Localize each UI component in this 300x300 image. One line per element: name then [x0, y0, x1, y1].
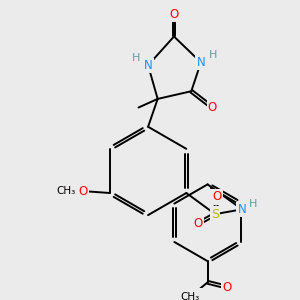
Text: O: O [169, 8, 178, 21]
Text: O: O [78, 184, 88, 198]
Text: N: N [238, 203, 246, 216]
Text: N: N [196, 56, 205, 69]
Text: H: H [209, 50, 218, 60]
Text: O: O [193, 217, 203, 230]
Text: O: O [208, 101, 217, 114]
Text: N: N [144, 59, 152, 72]
Text: O: O [212, 190, 222, 203]
Text: S: S [211, 208, 219, 220]
Text: CH₃: CH₃ [56, 186, 75, 196]
Text: O: O [222, 280, 231, 294]
Text: CH₃: CH₃ [181, 292, 200, 300]
Text: H: H [249, 199, 258, 208]
Text: H: H [131, 52, 140, 63]
